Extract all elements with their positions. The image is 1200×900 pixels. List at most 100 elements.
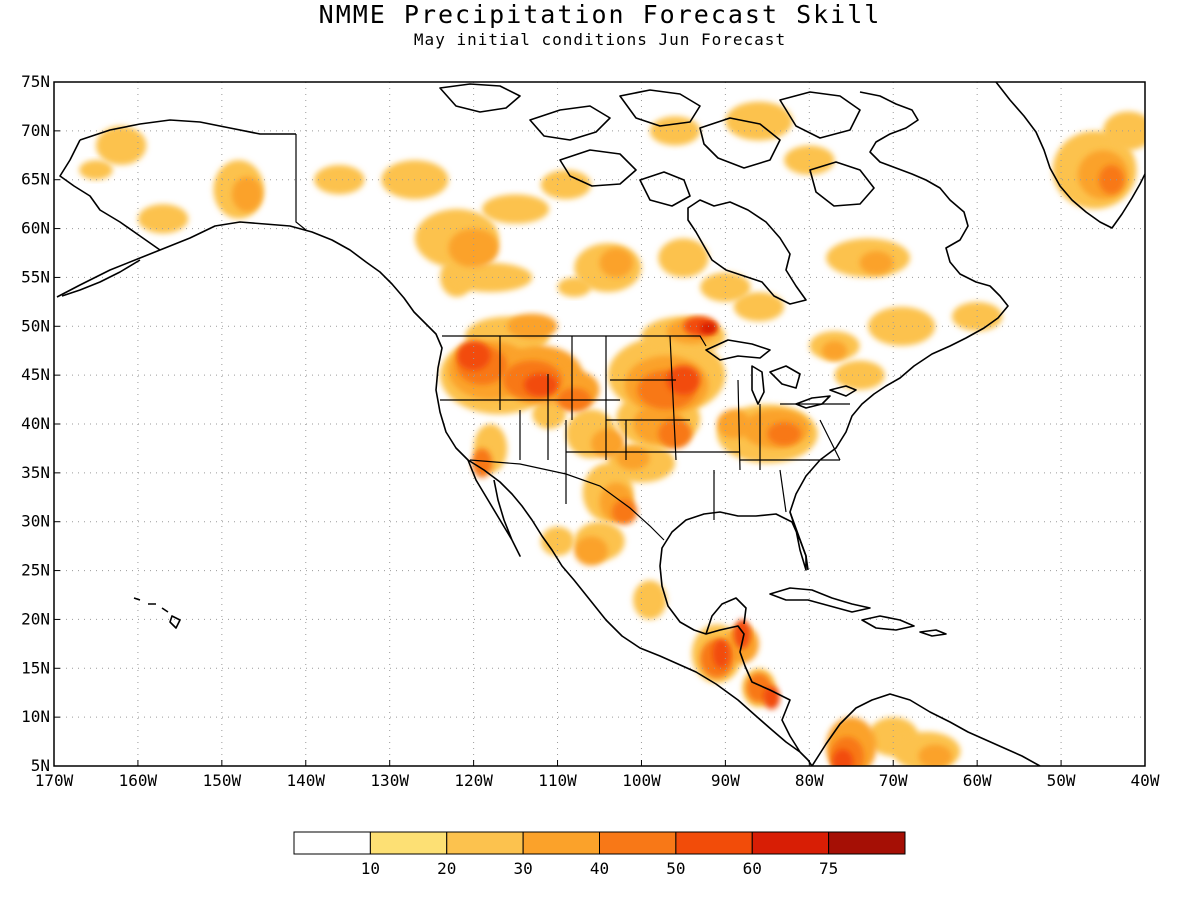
arctic-islands bbox=[439, 83, 875, 207]
skill-patch bbox=[95, 125, 147, 166]
y-tick-label: 75N bbox=[21, 72, 50, 91]
skill-patch bbox=[859, 251, 894, 275]
map-subtitle: May initial conditions Jun Forecast bbox=[413, 30, 787, 49]
skill-patch bbox=[612, 499, 638, 525]
skill-patch bbox=[448, 262, 533, 293]
skill-patch bbox=[700, 322, 717, 335]
y-tick-label: 10N bbox=[21, 707, 50, 726]
skill-patch bbox=[832, 749, 853, 766]
alaska-canada-border bbox=[295, 134, 307, 231]
colorbar-swatch bbox=[675, 831, 753, 855]
colorbar-swatch bbox=[828, 831, 906, 855]
y-tick-label: 5N bbox=[31, 756, 50, 775]
skill-patch bbox=[540, 169, 592, 200]
skill-patch bbox=[725, 101, 793, 141]
greenland-coastline bbox=[995, 82, 1145, 229]
skill-patch bbox=[658, 238, 709, 278]
north-america-coastline bbox=[56, 91, 1009, 766]
colorbar-swatch bbox=[599, 831, 677, 855]
hawaii-islands bbox=[133, 597, 181, 629]
skill-patch bbox=[666, 365, 701, 395]
skill-patch bbox=[482, 194, 550, 224]
colorbar: 10 20 30 40 50 60 75 bbox=[293, 831, 906, 878]
skill-patch bbox=[763, 685, 780, 710]
skill-patch bbox=[599, 248, 634, 278]
skill-patch bbox=[834, 360, 885, 390]
x-tick-label: 40W bbox=[1131, 771, 1160, 790]
colorbar-label: 10 bbox=[361, 859, 380, 878]
skill-patch bbox=[649, 116, 701, 146]
skill-patch bbox=[448, 228, 499, 268]
colorbar-swatch bbox=[446, 831, 524, 855]
skill-patch bbox=[821, 340, 848, 361]
alaska-coastline bbox=[59, 119, 296, 251]
skill-patch bbox=[456, 340, 491, 371]
colorbar-label: 75 bbox=[819, 859, 838, 878]
x-tick-label: 120W bbox=[454, 771, 493, 790]
colorbar-label: 20 bbox=[437, 859, 456, 878]
y-tick-label: 55N bbox=[21, 267, 50, 286]
skill-patch bbox=[716, 409, 751, 439]
y-tick-label: 40N bbox=[21, 414, 50, 433]
y-tick-label: 50N bbox=[21, 316, 50, 335]
florida-coastline bbox=[789, 511, 809, 571]
y-tick-label: 70N bbox=[21, 121, 50, 140]
skill-shading bbox=[79, 101, 1145, 766]
colorbar-label: 60 bbox=[743, 859, 762, 878]
baja-coastline bbox=[467, 459, 521, 557]
y-tick-label: 15N bbox=[21, 658, 50, 677]
skill-patch bbox=[1103, 111, 1145, 151]
colorbar-label: 50 bbox=[666, 859, 685, 878]
skill-patch bbox=[471, 448, 493, 478]
x-tick-label: 130W bbox=[370, 771, 409, 790]
x-tick-label: 80W bbox=[795, 771, 824, 790]
skill-patch bbox=[79, 160, 113, 180]
x-tick-label: 50W bbox=[1047, 771, 1076, 790]
x-tick-label: 100W bbox=[622, 771, 661, 790]
x-tick-label: 90W bbox=[711, 771, 740, 790]
skill-patch bbox=[507, 313, 558, 339]
caribbean-islands bbox=[769, 587, 947, 637]
us-state-lines bbox=[440, 335, 850, 520]
coastlines bbox=[56, 82, 1145, 766]
skill-patch bbox=[137, 204, 189, 234]
colorbar-swatch bbox=[751, 831, 830, 855]
great-lakes bbox=[705, 339, 857, 409]
lat-lon-grid bbox=[54, 82, 1145, 766]
skill-patch bbox=[314, 165, 365, 195]
us-canada-border bbox=[442, 335, 707, 347]
y-tick-label: 25N bbox=[21, 561, 50, 580]
skill-patch bbox=[700, 272, 751, 302]
skill-patch bbox=[574, 536, 608, 566]
y-tick-label: 20N bbox=[21, 609, 50, 628]
south-america-coastline bbox=[811, 693, 1041, 766]
aleutian-islands bbox=[61, 259, 141, 297]
skill-patch bbox=[868, 306, 936, 346]
skill-patch bbox=[918, 744, 952, 766]
skill-patch bbox=[231, 176, 263, 212]
hudson-bay-coastline bbox=[687, 199, 807, 305]
axes: 170W 160W 150W 140W 130W 120W 110W 100W 90W 80W 70… bbox=[21, 72, 1160, 790]
colorbar-swatch bbox=[522, 831, 600, 855]
x-tick-label: 170W bbox=[35, 771, 74, 790]
map-title: NMME Precipitation Forecast Skill bbox=[318, 0, 882, 29]
y-tick-label: 35N bbox=[21, 463, 50, 482]
colorbar-label: 40 bbox=[590, 859, 609, 878]
political-borders bbox=[295, 134, 850, 541]
skill-patch bbox=[523, 373, 558, 397]
us-mexico-border bbox=[469, 459, 665, 541]
skill-patch bbox=[540, 526, 575, 556]
x-tick-label: 140W bbox=[287, 771, 326, 790]
y-tick-label: 30N bbox=[21, 512, 50, 531]
skill-patch bbox=[712, 638, 730, 669]
colorbar-swatch bbox=[369, 831, 448, 855]
skill-patch bbox=[557, 277, 592, 297]
y-tick-label: 45N bbox=[21, 365, 50, 384]
y-tick-label: 60N bbox=[21, 219, 50, 238]
x-tick-label: 160W bbox=[119, 771, 158, 790]
skill-patch bbox=[591, 428, 625, 459]
skill-patch bbox=[633, 580, 667, 620]
x-tick-label: 60W bbox=[963, 771, 992, 790]
skill-patch bbox=[1098, 165, 1125, 195]
